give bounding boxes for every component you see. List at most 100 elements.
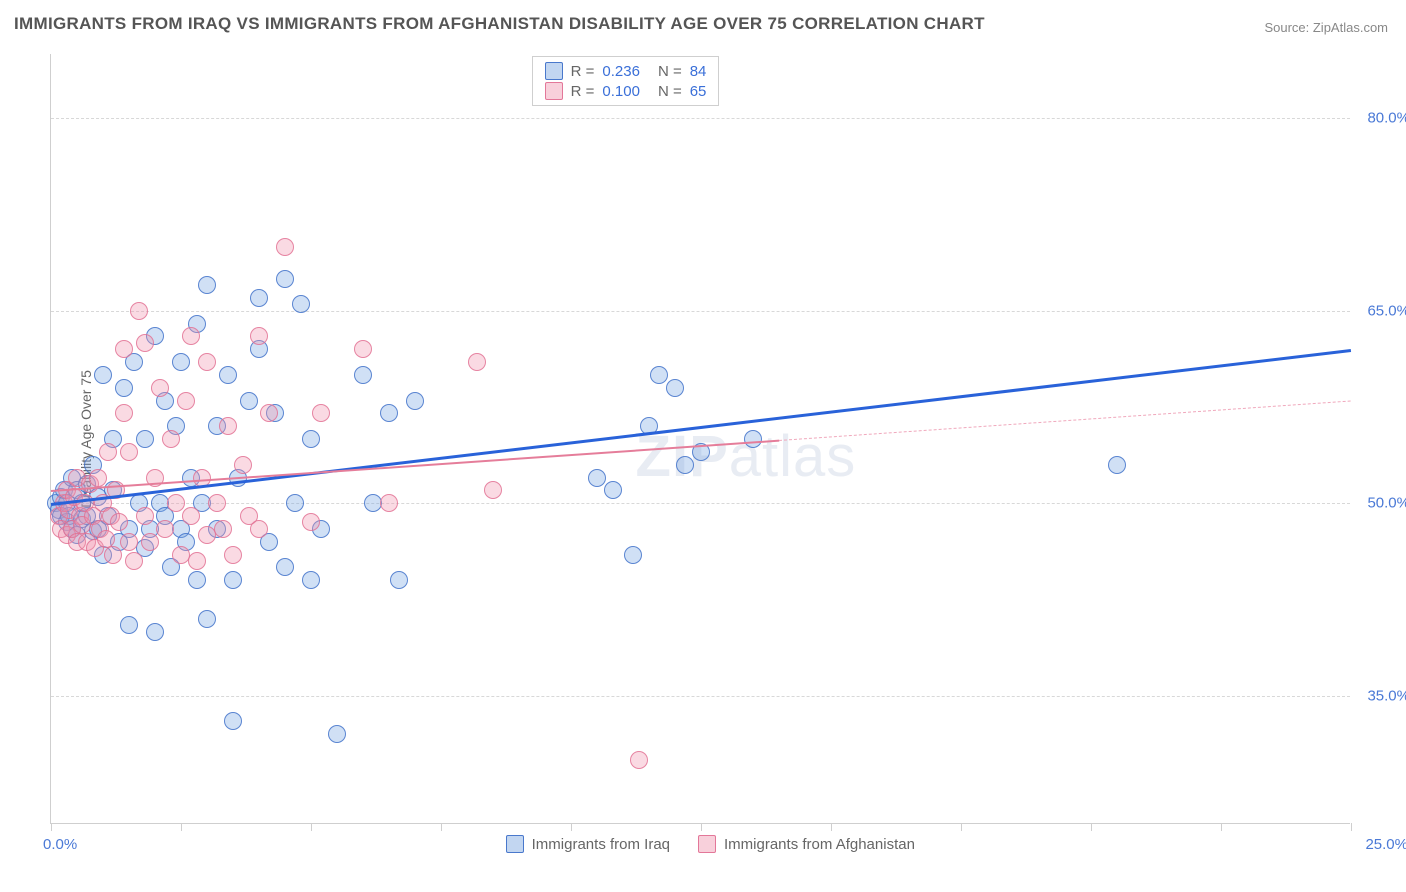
scatter-plot: Disability Age Over 75 ZIPatlas R = 0.23… bbox=[50, 54, 1350, 824]
legend-item-afghanistan: Immigrants from Afghanistan bbox=[698, 835, 915, 853]
legend-r-label: R = bbox=[571, 83, 595, 100]
data-point bbox=[630, 751, 648, 769]
data-point bbox=[115, 340, 133, 358]
legend-r-label: R = bbox=[571, 63, 595, 80]
data-point bbox=[94, 366, 112, 384]
data-point bbox=[208, 494, 226, 512]
data-point bbox=[120, 616, 138, 634]
y-tick-label: 50.0% bbox=[1355, 495, 1406, 512]
data-point bbox=[188, 571, 206, 589]
data-point bbox=[354, 340, 372, 358]
data-point bbox=[224, 571, 242, 589]
legend-n-label: N = bbox=[658, 63, 682, 80]
data-point bbox=[219, 366, 237, 384]
legend-n-iraq: 84 bbox=[690, 63, 707, 80]
trend-line bbox=[51, 349, 1351, 506]
x-tick-mark bbox=[181, 823, 182, 831]
data-point bbox=[130, 302, 148, 320]
data-point bbox=[744, 430, 762, 448]
x-tick-mark bbox=[1351, 823, 1352, 831]
legend-row-iraq: R = 0.236 N = 84 bbox=[545, 61, 707, 81]
data-point bbox=[120, 443, 138, 461]
swatch-pink-icon bbox=[545, 82, 563, 100]
data-point bbox=[224, 712, 242, 730]
gridline bbox=[51, 311, 1350, 312]
swatch-blue-icon bbox=[545, 62, 563, 80]
data-point bbox=[292, 295, 310, 313]
gridline bbox=[51, 118, 1350, 119]
data-point bbox=[468, 353, 486, 371]
chart-title: IMMIGRANTS FROM IRAQ VS IMMIGRANTS FROM … bbox=[14, 14, 985, 34]
data-point bbox=[276, 558, 294, 576]
data-point bbox=[604, 481, 622, 499]
x-tick-mark bbox=[441, 823, 442, 831]
data-point bbox=[136, 334, 154, 352]
data-point bbox=[99, 443, 117, 461]
y-tick-label: 35.0% bbox=[1355, 687, 1406, 704]
data-point bbox=[676, 456, 694, 474]
data-point bbox=[120, 533, 138, 551]
legend-r-afg: 0.100 bbox=[602, 83, 640, 100]
swatch-blue-icon bbox=[506, 835, 524, 853]
data-point bbox=[406, 392, 424, 410]
swatch-pink-icon bbox=[698, 835, 716, 853]
data-point bbox=[240, 392, 258, 410]
source-label: Source: ZipAtlas.com bbox=[1264, 20, 1388, 35]
y-tick-label: 80.0% bbox=[1355, 110, 1406, 127]
data-point bbox=[250, 520, 268, 538]
data-point bbox=[198, 276, 216, 294]
legend-label-afg: Immigrants from Afghanistan bbox=[724, 836, 915, 853]
data-point bbox=[115, 404, 133, 422]
data-point bbox=[104, 546, 122, 564]
data-point bbox=[214, 520, 232, 538]
data-point bbox=[172, 353, 190, 371]
gridline bbox=[51, 696, 1350, 697]
legend-r-iraq: 0.236 bbox=[602, 63, 640, 80]
data-point bbox=[276, 270, 294, 288]
data-point bbox=[146, 623, 164, 641]
data-point bbox=[156, 520, 174, 538]
legend-row-afghanistan: R = 0.100 N = 65 bbox=[545, 81, 707, 101]
data-point bbox=[380, 494, 398, 512]
data-point bbox=[162, 430, 180, 448]
data-point bbox=[302, 430, 320, 448]
data-point bbox=[167, 494, 185, 512]
data-point bbox=[115, 379, 133, 397]
gridline bbox=[51, 503, 1350, 504]
x-tick-mark bbox=[311, 823, 312, 831]
data-point bbox=[182, 507, 200, 525]
data-point bbox=[312, 404, 330, 422]
data-point bbox=[224, 546, 242, 564]
x-axis-max-label: 25.0% bbox=[1365, 836, 1406, 853]
data-point bbox=[588, 469, 606, 487]
x-tick-mark bbox=[701, 823, 702, 831]
legend-label-iraq: Immigrants from Iraq bbox=[532, 836, 670, 853]
data-point bbox=[484, 481, 502, 499]
data-point bbox=[302, 571, 320, 589]
x-axis-min-label: 0.0% bbox=[43, 836, 77, 853]
data-point bbox=[182, 327, 200, 345]
data-point bbox=[250, 327, 268, 345]
x-tick-mark bbox=[1221, 823, 1222, 831]
x-tick-mark bbox=[831, 823, 832, 831]
data-point bbox=[234, 456, 252, 474]
data-point bbox=[219, 417, 237, 435]
x-tick-mark bbox=[571, 823, 572, 831]
legend-n-afg: 65 bbox=[690, 83, 707, 100]
x-tick-mark bbox=[961, 823, 962, 831]
data-point bbox=[354, 366, 372, 384]
legend-item-iraq: Immigrants from Iraq bbox=[506, 835, 670, 853]
data-point bbox=[125, 552, 143, 570]
data-point bbox=[260, 404, 278, 422]
series-legend: Immigrants from Iraq Immigrants from Afg… bbox=[506, 835, 915, 853]
data-point bbox=[151, 379, 169, 397]
legend-n-label: N = bbox=[658, 83, 682, 100]
data-point bbox=[390, 571, 408, 589]
data-point bbox=[198, 610, 216, 628]
data-point bbox=[328, 725, 346, 743]
data-point bbox=[650, 366, 668, 384]
data-point bbox=[250, 289, 268, 307]
data-point bbox=[136, 507, 154, 525]
data-point bbox=[136, 430, 154, 448]
correlation-legend: R = 0.236 N = 84 R = 0.100 N = 65 bbox=[532, 56, 720, 106]
